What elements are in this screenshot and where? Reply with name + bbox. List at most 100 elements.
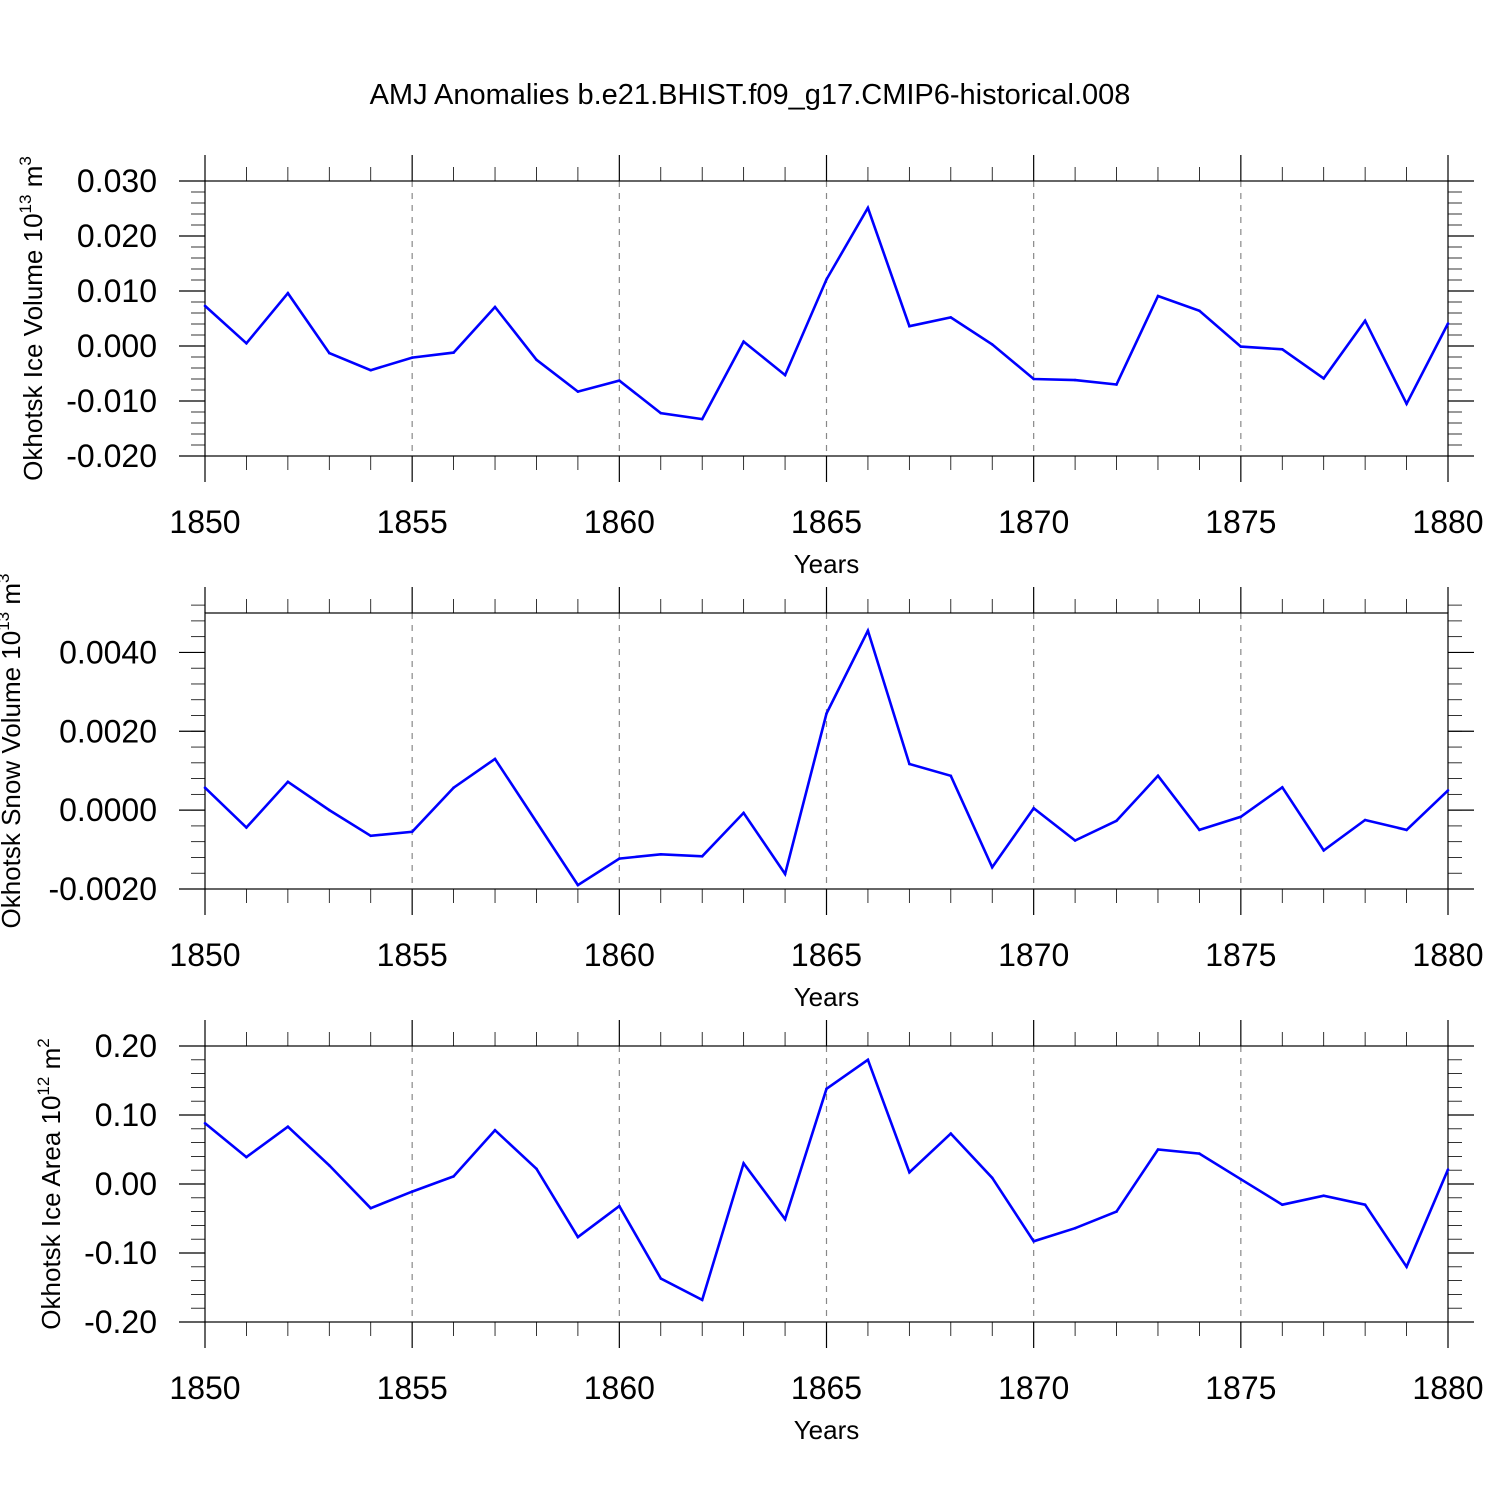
data-point bbox=[783, 373, 787, 377]
data-point bbox=[1115, 383, 1118, 386]
y-tick-label: 0.0020 bbox=[59, 713, 157, 749]
data-point bbox=[1156, 1148, 1160, 1151]
y-axis-title: Okhotsk Ice Volume 1013 m3 bbox=[16, 156, 48, 481]
data-point bbox=[328, 1164, 331, 1167]
data-point bbox=[908, 762, 911, 766]
data-point bbox=[245, 342, 248, 345]
data-point bbox=[1446, 789, 1450, 792]
x-tick-label: 1875 bbox=[1205, 937, 1276, 973]
y-tick-label: 0.030 bbox=[77, 163, 157, 199]
panel-3: -0.20 -0.10 0.00 0.10 0.20 1850 1855 1860 1865 18… bbox=[34, 1020, 1484, 1445]
y-tick-label: 0.0000 bbox=[59, 792, 157, 828]
data-point bbox=[1405, 402, 1408, 406]
data-point bbox=[1156, 294, 1160, 298]
data-point bbox=[328, 351, 331, 355]
x-tick-label: 1855 bbox=[377, 937, 448, 973]
x-axis-title: Years bbox=[794, 1415, 860, 1445]
data-point bbox=[493, 757, 497, 761]
data-point bbox=[286, 291, 290, 295]
x-axis-title: Years bbox=[794, 982, 860, 1012]
data-point bbox=[949, 1132, 953, 1135]
data-point bbox=[908, 324, 911, 328]
data-point bbox=[410, 830, 414, 834]
data-point bbox=[1198, 1152, 1201, 1155]
data-point bbox=[1446, 1168, 1450, 1171]
data-point bbox=[866, 206, 870, 210]
data-point bbox=[1198, 828, 1201, 832]
data-point bbox=[535, 820, 538, 824]
data-point bbox=[1281, 348, 1284, 351]
panel-2: -0.0020 0.0000 0.0020 0.0040 1850 1855 1860 186… bbox=[0, 574, 1484, 1013]
data-point bbox=[286, 1125, 290, 1128]
data-point bbox=[825, 278, 828, 281]
y-tick-label: -0.010 bbox=[66, 383, 157, 419]
data-point bbox=[576, 390, 580, 393]
y-tick-label: 0.0040 bbox=[59, 634, 157, 670]
data-point bbox=[908, 1171, 911, 1174]
x-tick-label: 1870 bbox=[998, 504, 1069, 540]
data-point bbox=[1405, 1265, 1408, 1269]
data-point bbox=[1032, 806, 1035, 810]
data-point bbox=[659, 853, 663, 856]
data-point bbox=[1073, 1226, 1077, 1230]
y-tick-label: -0.10 bbox=[84, 1235, 157, 1271]
data-point bbox=[700, 1298, 704, 1302]
x-tick-label: 1850 bbox=[169, 504, 240, 540]
x-tick-label: 1850 bbox=[169, 1370, 240, 1406]
x-tick-label: 1875 bbox=[1205, 1370, 1276, 1406]
data-point bbox=[369, 1206, 373, 1210]
data-point bbox=[493, 1128, 497, 1132]
data-point bbox=[700, 855, 704, 858]
x-tick-label: 1860 bbox=[584, 504, 655, 540]
y-tick-label: 0.020 bbox=[77, 218, 157, 254]
x-tick-label: 1855 bbox=[377, 504, 448, 540]
x-tick-label: 1870 bbox=[998, 937, 1069, 973]
data-point bbox=[1363, 1203, 1367, 1206]
data-point bbox=[1322, 1194, 1325, 1197]
y-axis-title: Okhotsk Ice Area 1012 m2 bbox=[34, 1038, 66, 1329]
data-point bbox=[1032, 1240, 1035, 1243]
y-tick-label: -0.0020 bbox=[48, 871, 157, 907]
data-point bbox=[1363, 319, 1367, 323]
data-point bbox=[1281, 786, 1284, 789]
data-point bbox=[742, 340, 745, 343]
x-tick-label: 1880 bbox=[1412, 937, 1483, 973]
data-point bbox=[618, 1204, 621, 1208]
y-tick-label: 0.20 bbox=[95, 1028, 157, 1064]
y-axis-title: Okhotsk Snow Volume 1013 m3 bbox=[0, 574, 26, 929]
data-point bbox=[1032, 377, 1035, 381]
figure-title: AMJ Anomalies b.e21.BHIST.f09_g17.CMIP6-… bbox=[370, 79, 1131, 111]
data-point bbox=[203, 1122, 207, 1125]
data-point bbox=[1115, 1210, 1118, 1213]
data-point bbox=[1239, 345, 1243, 348]
y-tick-label: -0.20 bbox=[84, 1304, 157, 1340]
data-point bbox=[783, 872, 787, 876]
data-point bbox=[1239, 1177, 1243, 1181]
data-point bbox=[1198, 309, 1201, 313]
data-point bbox=[286, 780, 290, 784]
data-point bbox=[576, 883, 580, 887]
data-point bbox=[1073, 378, 1077, 382]
data-point bbox=[535, 1167, 538, 1171]
data-point bbox=[866, 629, 870, 632]
data-point bbox=[452, 1175, 455, 1178]
data-point bbox=[535, 358, 538, 362]
x-tick-label: 1855 bbox=[377, 1370, 448, 1406]
data-point bbox=[452, 351, 455, 354]
data-point bbox=[949, 774, 953, 778]
data-point bbox=[990, 866, 994, 869]
data-point bbox=[1322, 849, 1325, 852]
data-point bbox=[410, 1190, 414, 1193]
data-point bbox=[742, 1162, 745, 1165]
data-point bbox=[1073, 839, 1077, 842]
panel-1: -0.020 -0.010 0.000 0.010 0.020 0.030 1850 1855… bbox=[16, 155, 1484, 579]
x-tick-label: 1875 bbox=[1205, 504, 1276, 540]
data-point bbox=[742, 811, 745, 815]
data-point bbox=[410, 356, 414, 359]
x-tick-label: 1860 bbox=[584, 1370, 655, 1406]
data-point bbox=[1405, 828, 1408, 832]
x-tick-label: 1865 bbox=[791, 504, 862, 540]
data-point bbox=[866, 1058, 870, 1062]
x-tick-label: 1865 bbox=[791, 1370, 862, 1406]
x-tick-label: 1870 bbox=[998, 1370, 1069, 1406]
